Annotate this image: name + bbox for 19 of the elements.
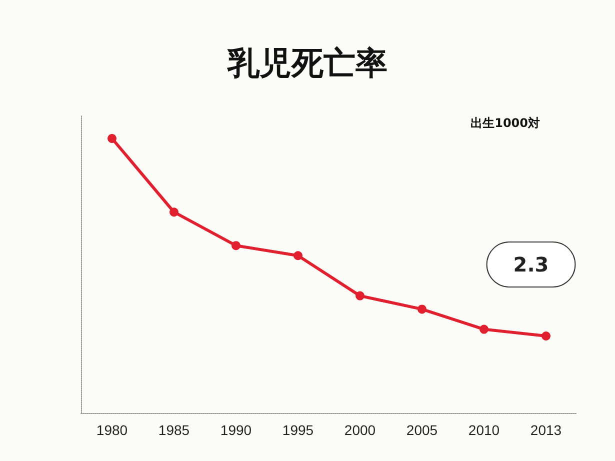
x-tick-label: 1985 xyxy=(158,422,190,438)
point xyxy=(170,208,178,217)
chart-title: 乳児死亡率 xyxy=(226,44,388,82)
data-label: 2.3 xyxy=(513,252,549,276)
point xyxy=(232,241,240,250)
x-tick-label: 2013 xyxy=(530,422,562,438)
x-tick-label: 1995 xyxy=(282,422,314,438)
point xyxy=(294,251,302,260)
x-tick-label: 2000 xyxy=(344,422,376,438)
point xyxy=(542,331,550,340)
point xyxy=(108,134,116,143)
annotation: 出生1000対 xyxy=(470,116,540,130)
x-tick-label: 2010 xyxy=(468,422,500,438)
x-tick-label: 1990 xyxy=(220,422,252,438)
point xyxy=(418,304,426,314)
x-tick-label: 2005 xyxy=(406,422,438,438)
x-tick-label: 1980 xyxy=(96,422,128,438)
point xyxy=(356,291,364,300)
point xyxy=(480,324,488,334)
